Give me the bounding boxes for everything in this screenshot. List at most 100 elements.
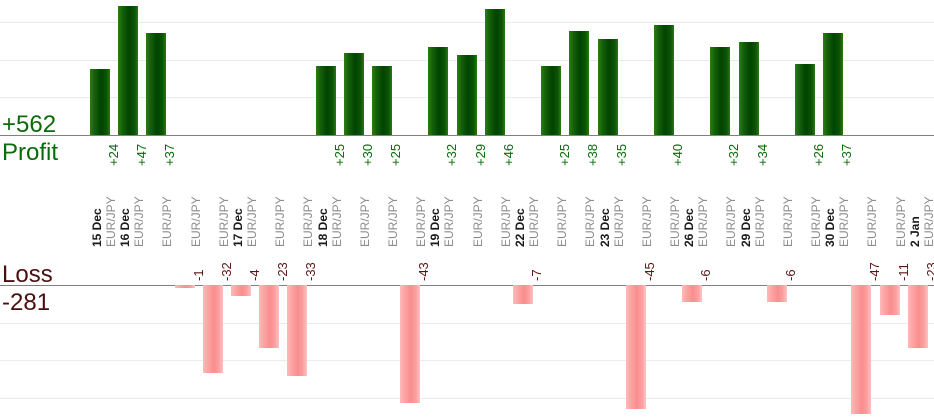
profit-value-label: +37 xyxy=(839,143,855,166)
axis-date-label: 15 Dec xyxy=(90,208,104,247)
axis-date-label: 26 Dec xyxy=(682,208,697,247)
axis-symbol-label: EUR/JPY xyxy=(555,196,570,247)
loss-gridline xyxy=(0,398,934,400)
axis-symbol-label: EUR/JPY xyxy=(442,196,457,247)
loss-bar[interactable] xyxy=(907,285,928,349)
loss-value-label: -1 xyxy=(190,269,206,281)
axis-symbol-label: EUR/JPY xyxy=(865,196,880,247)
profit-value-label: +25 xyxy=(331,143,347,166)
loss-bar[interactable] xyxy=(174,285,195,288)
axis-symbol-label: EUR/JPY xyxy=(583,196,598,247)
loss-value-label: -6 xyxy=(782,269,798,281)
loss-value-label: -43 xyxy=(416,262,432,281)
profit-bar[interactable] xyxy=(569,30,590,135)
profit-value-label: +25 xyxy=(388,143,403,166)
loss-axis-label: Loss xyxy=(2,261,53,288)
loss-gridline xyxy=(0,322,934,324)
profit-axis-label: Profit xyxy=(2,139,59,166)
axis-symbol-label: EUR/JPY xyxy=(498,196,513,247)
profit-bar[interactable] xyxy=(118,5,139,135)
profit-bar[interactable] xyxy=(541,66,562,135)
axis-symbol-label: EUR/JPY xyxy=(273,196,288,247)
profit-value-label: +25 xyxy=(557,143,573,166)
axis-symbol-label: EUR/JPY xyxy=(921,196,934,247)
profit-gridline xyxy=(0,21,934,23)
axis-date-label: 18 Dec xyxy=(315,208,330,247)
axis-symbol-label: EUR/JPY xyxy=(611,196,626,247)
profit-bar[interactable] xyxy=(795,63,815,135)
profit-value-label: +46 xyxy=(500,143,516,166)
loss-bar[interactable] xyxy=(202,285,223,373)
loss-bar[interactable] xyxy=(400,285,421,404)
loss-bar[interactable] xyxy=(625,285,646,409)
loss-bar[interactable] xyxy=(287,285,308,376)
loss-total-value: -281 xyxy=(2,289,51,316)
loss-bar[interactable] xyxy=(766,285,787,302)
axis-symbol-label: EUR/JPY xyxy=(837,196,852,247)
profit-bar[interactable] xyxy=(823,33,844,135)
profit-bar[interactable] xyxy=(484,8,505,135)
profit-value-label: +40 xyxy=(670,143,685,166)
axis-date-label: 23 Dec xyxy=(597,208,612,247)
loss-value-label: -45 xyxy=(641,262,657,281)
profit-bar[interactable] xyxy=(597,38,618,135)
profit-bar[interactable] xyxy=(710,47,731,135)
axis-symbol-label: EUR/JPY xyxy=(104,196,118,247)
profit-bar[interactable] xyxy=(90,69,110,135)
loss-bar[interactable] xyxy=(513,285,533,305)
axis-date-label: 29 Dec xyxy=(738,208,753,247)
axis-symbol-label: EUR/JPY xyxy=(527,196,541,247)
axis-symbol-label: EUR/JPY xyxy=(301,196,316,247)
loss-bar[interactable] xyxy=(231,285,251,296)
profit-bar[interactable] xyxy=(315,66,336,135)
loss-bar[interactable] xyxy=(851,285,872,415)
profit-bar[interactable] xyxy=(738,41,759,135)
axis-date-label: 19 Dec xyxy=(428,208,443,247)
profit-value-label: +34 xyxy=(754,143,770,166)
axis-symbol-label: EUR/JPY xyxy=(696,196,711,247)
loss-bar[interactable] xyxy=(879,285,900,316)
axis-symbol-label: EUR/JPY xyxy=(668,196,682,247)
profit-value-label: +24 xyxy=(106,143,121,166)
axis-symbol-label: EUR/JPY xyxy=(160,196,175,247)
profit-value-label: +47 xyxy=(134,143,150,166)
profit-value-label: +38 xyxy=(585,143,601,166)
axis-symbol-label: EUR/JPY xyxy=(724,196,739,247)
loss-value-label: -23 xyxy=(275,262,291,281)
axis-date-label: 22 Dec xyxy=(513,208,527,247)
profit-total-value: +562 xyxy=(2,111,57,138)
profit-value-label: +29 xyxy=(472,143,488,166)
axis-symbol-label: EUR/JPY xyxy=(809,196,823,247)
axis-symbol-label: EUR/JPY xyxy=(470,196,485,247)
loss-value-label: -33 xyxy=(303,262,319,281)
axis-symbol-label: EUR/JPY xyxy=(386,196,400,247)
loss-value-label: -47 xyxy=(867,262,883,281)
profit-bar[interactable] xyxy=(372,66,392,135)
axis-symbol-label: EUR/JPY xyxy=(780,196,795,247)
loss-value-label: -32 xyxy=(218,262,234,281)
axis-symbol-label: EUR/JPY xyxy=(414,196,429,247)
loss-bar[interactable] xyxy=(259,285,280,349)
loss-value-label: -7 xyxy=(529,269,544,281)
axis-symbol-label: EUR/JPY xyxy=(893,196,908,247)
profit-bar[interactable] xyxy=(456,55,477,135)
axis-symbol-label: EUR/JPY xyxy=(329,196,344,247)
axis-date-label: 17 Dec xyxy=(231,208,245,247)
profit-bar[interactable] xyxy=(146,33,167,135)
profit-bar[interactable] xyxy=(654,25,674,135)
profit-value-label: +37 xyxy=(162,143,178,166)
profit-bar[interactable] xyxy=(343,52,364,135)
profit-value-label: +26 xyxy=(811,143,826,166)
axis-symbol-label: EUR/JPY xyxy=(639,196,654,247)
profit-value-label: +32 xyxy=(726,143,742,166)
loss-gridline xyxy=(0,360,934,362)
profit-bar[interactable] xyxy=(428,47,449,135)
axis-symbol-label: EUR/JPY xyxy=(216,196,231,247)
profit-value-label: +35 xyxy=(613,143,629,166)
loss-bar[interactable] xyxy=(682,285,703,302)
loss-value-label: -23 xyxy=(923,262,934,281)
loss-value-label: -11 xyxy=(895,263,911,281)
profit-value-label: +30 xyxy=(359,143,375,166)
axis-date-label: 2 Jan xyxy=(907,216,922,247)
loss-plot-area xyxy=(0,285,934,420)
